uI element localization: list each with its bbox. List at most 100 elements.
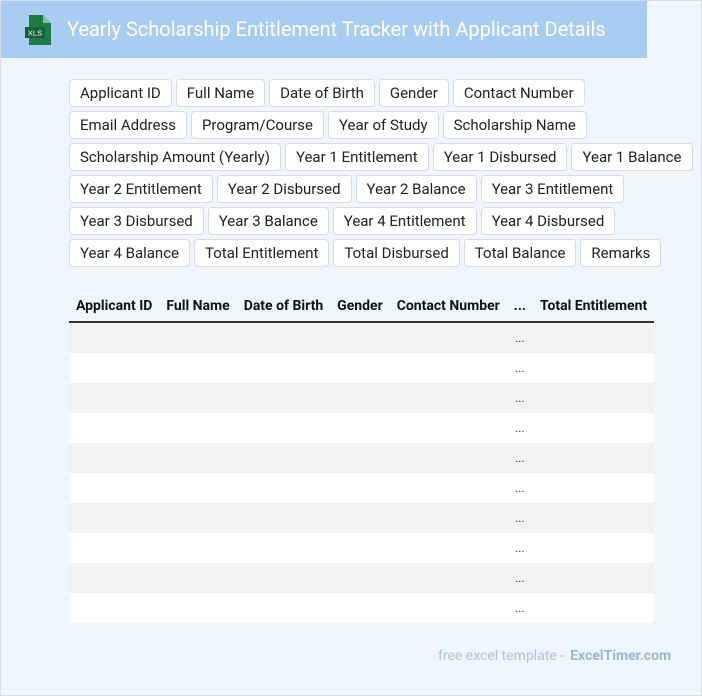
- table-cell: [236, 443, 331, 473]
- table-cell: [330, 413, 390, 443]
- table-cell: ...: [506, 443, 533, 473]
- table-cell: ...: [506, 563, 533, 593]
- field-tag: Year of Study: [328, 111, 439, 139]
- table-cell: [330, 533, 390, 563]
- table-cell: [159, 443, 237, 473]
- table-cell: [532, 533, 655, 563]
- xls-icon: XLS: [25, 15, 51, 45]
- table-cell: ...: [506, 473, 533, 503]
- field-tag: Date of Birth: [269, 79, 375, 107]
- table-cell: [532, 383, 655, 413]
- header-row: Applicant ID Full Name Date of Birth Gender…: [69, 291, 655, 323]
- table-cell: [236, 353, 331, 383]
- table-cell: [389, 322, 507, 353]
- table-cell: ...: [506, 322, 533, 353]
- field-tag: Year 1 Entitlement: [284, 143, 429, 171]
- table-cell: [532, 322, 655, 353]
- table-cell: ...: [506, 533, 533, 563]
- table-cell: [532, 563, 655, 593]
- table-cell: [389, 533, 507, 563]
- field-tag: Total Disbursed: [333, 239, 460, 267]
- table-cell: [389, 593, 507, 623]
- table-row: ...: [69, 563, 655, 593]
- table-row: ...: [69, 443, 655, 473]
- table-cell: [69, 593, 160, 623]
- table-cell: [159, 503, 237, 533]
- table-cell: [330, 563, 390, 593]
- table-cell: [330, 322, 390, 353]
- field-tag: Program/Course: [190, 111, 324, 139]
- field-tag: Contact Number: [452, 79, 585, 107]
- footer: free excel template - ExcelTimer.com: [438, 648, 671, 664]
- field-tag: Full Name: [175, 79, 266, 107]
- table-row: ...: [69, 503, 655, 533]
- field-tag: Scholarship Amount (Yearly): [69, 143, 281, 171]
- table-cell: [389, 383, 507, 413]
- table-cell: ...: [506, 593, 533, 623]
- field-tag: Year 4 Disbursed: [480, 207, 616, 235]
- table-cell: [532, 503, 655, 533]
- table-cell: [532, 413, 655, 443]
- field-tags: Applicant ID Full Name Date of Birth Gender…: [69, 79, 701, 267]
- table-cell: [69, 563, 160, 593]
- table-cell: [532, 443, 655, 473]
- table-cell: [69, 533, 160, 563]
- field-tag: Remarks: [580, 239, 662, 267]
- table-cell: [159, 533, 237, 563]
- table-cell: [159, 353, 237, 383]
- table-row: ...: [69, 413, 655, 443]
- table-cell: [159, 322, 237, 353]
- field-tag: Year 1 Disbursed: [432, 143, 568, 171]
- field-tag: Scholarship Name: [442, 111, 587, 139]
- table-cell: [236, 383, 331, 413]
- table-cell: ...: [506, 383, 533, 413]
- field-tag: Year 4 Balance: [69, 239, 191, 267]
- table-cell: [330, 503, 390, 533]
- field-tag: Year 3 Balance: [207, 207, 329, 235]
- column-header: Total Entitlement: [532, 291, 655, 323]
- table-cell: [236, 503, 331, 533]
- header-bar: XLS Yearly Scholarship Entitlement Track…: [1, 1, 647, 58]
- field-tag: Year 2 Entitlement: [69, 175, 213, 203]
- table-cell: [389, 413, 507, 443]
- field-tag: Year 2 Balance: [355, 175, 477, 203]
- table-cell: [389, 503, 507, 533]
- table-cell: [330, 473, 390, 503]
- table-cell: [532, 593, 655, 623]
- table-cell: [389, 473, 507, 503]
- table-cell: [236, 473, 331, 503]
- table-row: ...: [69, 353, 655, 383]
- table-cell: [69, 473, 160, 503]
- column-header: Contact Number: [389, 291, 507, 323]
- table-row: ...: [69, 533, 655, 563]
- table-row: ...: [69, 473, 655, 503]
- field-tag: Year 4 Entitlement: [332, 207, 477, 235]
- table-cell: [330, 443, 390, 473]
- table-cell: [532, 473, 655, 503]
- table-cell: [236, 413, 331, 443]
- table-cell: ...: [506, 503, 533, 533]
- field-tag: Total Entitlement: [194, 239, 330, 267]
- data-table: Applicant ID Full Name Date of Birth Gender…: [69, 291, 655, 623]
- field-tag: Email Address: [69, 111, 187, 139]
- table-cell: [236, 533, 331, 563]
- table-cell: ...: [506, 413, 533, 443]
- table-cell: [236, 593, 331, 623]
- table-cell: [159, 563, 237, 593]
- table-cell: [236, 322, 331, 353]
- table-cell: [69, 353, 160, 383]
- field-tag: Gender: [378, 79, 449, 107]
- table-cell: [69, 322, 160, 353]
- table-cell: [389, 443, 507, 473]
- field-tag: Year 1 Balance: [571, 143, 693, 171]
- table-cell: ...: [506, 353, 533, 383]
- table-row: ...: [69, 322, 655, 353]
- footer-brand[interactable]: ExcelTimer.com: [570, 648, 672, 664]
- field-tag: Year 3 Disbursed: [69, 207, 204, 235]
- table-cell: [69, 503, 160, 533]
- column-header: ...: [506, 291, 533, 323]
- table-cell: [330, 353, 390, 383]
- field-tag: Applicant ID: [69, 79, 172, 107]
- table-cell: [159, 413, 237, 443]
